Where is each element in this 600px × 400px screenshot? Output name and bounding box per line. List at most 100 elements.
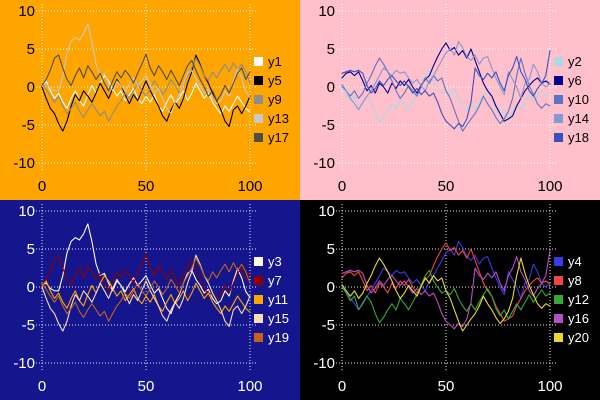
y-tick-label: 0 — [327, 79, 335, 96]
legend-swatch — [254, 276, 263, 285]
legend-label: y15 — [268, 311, 289, 326]
legend-bottom-left: y3 y7 y11 y15 y19 — [254, 252, 289, 347]
legend-label: y7 — [268, 273, 282, 288]
x-tick-label: 50 — [138, 378, 155, 395]
legend-item-y15: y15 — [254, 309, 289, 328]
legend-swatch — [554, 114, 563, 123]
legend-top-left: y1 y5 y9 y13 y17 — [254, 52, 289, 147]
legend-item-y6: y6 — [554, 71, 589, 90]
series-line-y3 — [41, 223, 251, 315]
series-line-y20 — [341, 257, 551, 332]
legend-swatch — [554, 257, 563, 266]
x-tick-label: 50 — [438, 378, 455, 395]
legend-swatch — [554, 76, 563, 85]
legend-label: y9 — [268, 92, 282, 107]
x-tick-label: 0 — [38, 178, 46, 195]
x-tick-label: 0 — [338, 178, 346, 195]
legend-label: y1 — [268, 54, 282, 69]
legend-swatch — [254, 314, 263, 323]
legend-label: y13 — [268, 111, 289, 126]
y-tick-label: -10 — [13, 355, 35, 372]
legend-swatch — [554, 133, 563, 142]
legend-label: y19 — [268, 330, 289, 345]
y-tick-label: 5 — [327, 41, 335, 58]
series-line-y10 — [341, 57, 551, 132]
legend-item-y19: y19 — [254, 328, 289, 347]
legend-item-y17: y17 — [254, 128, 289, 147]
x-tick-label: 0 — [38, 378, 46, 395]
legend-label: y10 — [568, 92, 589, 107]
legend-item-y3: y3 — [254, 252, 289, 271]
series-line-y6 — [341, 42, 551, 122]
legend-swatch — [554, 95, 563, 104]
series-line-y9 — [41, 57, 251, 122]
y-tick-label: -10 — [313, 155, 335, 172]
series-line-y5 — [41, 54, 251, 132]
y-tick-label: 10 — [18, 3, 35, 20]
panel-top-right: 10 5 0 -5 -10 0 50 100 y2 y6 y10 y14 y18 — [300, 0, 600, 200]
x-tick-label: 100 — [237, 378, 262, 395]
legend-swatch — [554, 276, 563, 285]
legend-label: y17 — [268, 130, 289, 145]
legend-item-y20: y20 — [554, 328, 589, 347]
legend-item-y14: y14 — [554, 109, 589, 128]
legend-label: y20 — [568, 330, 589, 345]
y-tick-label: -10 — [13, 155, 35, 172]
legend-label: y2 — [568, 54, 582, 69]
legend-label: y16 — [568, 311, 589, 326]
y-tick-label: 0 — [327, 279, 335, 296]
legend-top-right: y2 y6 y10 y14 y18 — [554, 52, 589, 147]
series-line-y14 — [341, 40, 551, 111]
legend-swatch — [254, 295, 263, 304]
legend-label: y12 — [568, 292, 589, 307]
legend-item-y13: y13 — [254, 109, 289, 128]
x-tick-label: 100 — [537, 378, 562, 395]
series-line-y4 — [341, 240, 551, 311]
series-line-y15 — [41, 254, 251, 332]
x-tick-label: 100 — [537, 178, 562, 195]
series-line-y18 — [341, 49, 551, 130]
legend-swatch — [554, 314, 563, 323]
legend-item-y10: y10 — [554, 90, 589, 109]
series-line-y2 — [341, 69, 551, 124]
legend-label: y5 — [268, 73, 282, 88]
legend-item-y12: y12 — [554, 290, 589, 309]
y-tick-label: 5 — [27, 41, 35, 58]
x-tick-label: 50 — [138, 178, 155, 195]
legend-label: y11 — [268, 292, 288, 307]
y-tick-label: 10 — [18, 203, 35, 220]
legend-item-y9: y9 — [254, 90, 289, 109]
y-tick-label: 0 — [27, 279, 35, 296]
legend-item-y16: y16 — [554, 309, 589, 328]
legend-item-y8: y8 — [554, 271, 589, 290]
x-tick-label: 100 — [237, 178, 262, 195]
legend-label: y4 — [568, 254, 582, 269]
legend-item-y11: y11 — [254, 290, 289, 309]
series-line-y19 — [41, 257, 251, 322]
series-line-y8 — [341, 242, 551, 322]
legend-swatch — [254, 333, 263, 342]
panel-bottom-left: 10 5 0 -5 -10 0 50 100 y3 y7 y11 y15 y19 — [0, 200, 300, 400]
y-tick-label: -5 — [22, 317, 35, 334]
legend-item-y2: y2 — [554, 52, 589, 71]
series-line-y16 — [341, 249, 551, 330]
legend-swatch — [254, 133, 263, 142]
legend-label: y6 — [568, 73, 582, 88]
legend-swatch — [254, 76, 263, 85]
legend-item-y1: y1 — [254, 52, 289, 71]
legend-swatch — [554, 295, 563, 304]
legend-label: y14 — [568, 111, 589, 126]
legend-swatch — [254, 57, 263, 66]
legend-label: y18 — [568, 130, 589, 145]
y-tick-label: -5 — [322, 117, 335, 134]
y-tick-label: -5 — [322, 317, 335, 334]
legend-item-y18: y18 — [554, 128, 589, 147]
panel-top-left: 10 5 0 -5 -10 0 50 100 y1 y5 y9 y13 y17 — [0, 0, 300, 200]
y-tick-label: 10 — [318, 3, 335, 20]
series-line-y13 — [41, 23, 251, 115]
legend-swatch — [554, 333, 563, 342]
